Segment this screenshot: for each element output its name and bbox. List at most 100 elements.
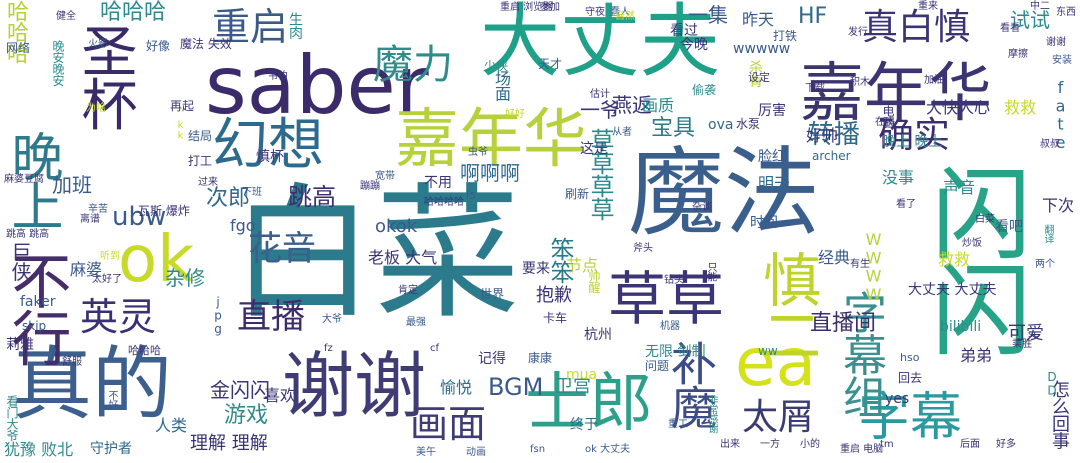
word: 安装 xyxy=(1052,55,1072,66)
word: 问题 xyxy=(645,359,670,373)
word: 大丈夫 大丈夫 xyxy=(908,282,997,298)
word: 好帅 xyxy=(806,126,839,145)
word: 魔法 失效 xyxy=(180,37,232,51)
word: 今晚 xyxy=(680,37,708,53)
word: 自然 xyxy=(615,11,635,22)
word: 时间 xyxy=(750,215,778,231)
word: 不好 xyxy=(106,390,117,410)
word: 嘉年华 xyxy=(800,57,992,131)
word: 康康 xyxy=(528,351,553,365)
word: 杀肯 xyxy=(747,60,763,87)
word: archer xyxy=(812,149,851,163)
word: 晚安晚安 xyxy=(51,40,65,87)
word: 过来 xyxy=(198,177,218,188)
word: 后面 xyxy=(960,439,980,450)
word: bilibili xyxy=(940,319,982,335)
word: f5 xyxy=(466,191,476,202)
word: 生肉 xyxy=(287,12,303,39)
word: 晚上 xyxy=(2,130,62,230)
word: 结局 xyxy=(188,129,213,143)
word: fsn xyxy=(530,444,546,455)
word: 草草 xyxy=(608,265,725,333)
word: 脸红 xyxy=(758,149,786,165)
word: ea xyxy=(735,324,817,401)
word: HF xyxy=(798,4,828,29)
word: 无限 剑制 xyxy=(645,344,706,360)
word: 麻婆 xyxy=(70,260,103,279)
word: 魔力 xyxy=(373,42,453,88)
word: 哈哈哈 xyxy=(100,0,167,25)
word: 重来 xyxy=(918,1,938,12)
word: 世界 xyxy=(480,287,505,301)
word: 草草草草 xyxy=(586,128,614,221)
word: kk xyxy=(175,120,186,142)
word: 只能 xyxy=(705,262,716,282)
word: 卫宫 xyxy=(555,376,591,397)
word: 杂修 xyxy=(165,266,205,290)
word: 帅醒 xyxy=(587,270,601,294)
word: 幻想 xyxy=(212,113,324,178)
word: 老板 大气 xyxy=(368,248,438,267)
word: 厉害 xyxy=(758,103,786,119)
word: 犹豫 败北 xyxy=(4,440,74,459)
word: 哈哈哈 xyxy=(3,0,28,64)
word: 喜欢 xyxy=(264,386,297,405)
word: 中二 xyxy=(1030,1,1050,12)
word: 麻婆豆腐 xyxy=(4,174,44,185)
word: 蠢人 xyxy=(610,7,630,18)
word: 好像 xyxy=(146,39,171,53)
word: fz xyxy=(324,343,333,354)
word: mua xyxy=(566,367,598,383)
word: 虫爷 xyxy=(468,147,488,158)
word: 守夜 xyxy=(585,7,605,18)
word: 魔法 xyxy=(628,137,820,249)
word: 花音 xyxy=(248,229,316,269)
word: 没事 xyxy=(882,168,915,187)
word: 节点 xyxy=(566,256,599,275)
word: 一爷 xyxy=(580,98,620,122)
word: cf xyxy=(430,343,440,354)
word: 白菜 xyxy=(975,214,995,225)
word: jpg xyxy=(211,295,225,336)
word: 在吗 xyxy=(875,117,895,128)
word: 电脑 xyxy=(881,105,895,129)
word: 好多 xyxy=(996,439,1016,450)
word: 宝具 xyxy=(651,116,696,141)
word: 要来 xyxy=(522,261,550,277)
word: 瓦斯 爆炸 xyxy=(138,204,190,218)
word: 补魔 xyxy=(664,340,718,429)
word: 加油 xyxy=(924,75,944,86)
word: 次郎 xyxy=(206,186,251,211)
word: 弟弟 xyxy=(960,346,993,365)
word: tm xyxy=(880,439,894,450)
word: 啊啊啊 xyxy=(460,161,520,185)
word: 设定 xyxy=(748,71,770,84)
word: 蹦蹦 xyxy=(360,181,380,192)
word: 昨天 xyxy=(742,10,775,29)
word: 看过 xyxy=(670,23,698,39)
word: 机器 xyxy=(660,321,680,332)
word: BGM xyxy=(488,373,544,401)
word: 画面 xyxy=(410,402,487,446)
word: 金闪闪 xyxy=(210,378,270,402)
word: 试试 xyxy=(1010,8,1050,32)
word: 哈哈哈 xyxy=(128,344,161,357)
word: 看了 xyxy=(896,199,916,210)
word: 下载 xyxy=(805,83,825,94)
word: 谢谢 xyxy=(1046,37,1066,48)
word: 有生 xyxy=(850,259,870,270)
word: 不行 xyxy=(1,250,71,366)
word: 杂谈 xyxy=(692,202,712,213)
word: 斧头 xyxy=(633,243,653,254)
word: 真白慎 xyxy=(862,7,971,48)
word: 慎杯 xyxy=(256,149,284,165)
word: 再起 xyxy=(170,99,195,113)
word: 下次 xyxy=(1042,196,1075,215)
word: 非常感谢 xyxy=(706,395,717,434)
word: yes xyxy=(885,391,910,407)
word: 翻译 xyxy=(1042,224,1053,244)
word: 明天 xyxy=(758,174,791,193)
word: 偷袭 xyxy=(692,83,717,97)
word: 打工 xyxy=(188,154,213,168)
